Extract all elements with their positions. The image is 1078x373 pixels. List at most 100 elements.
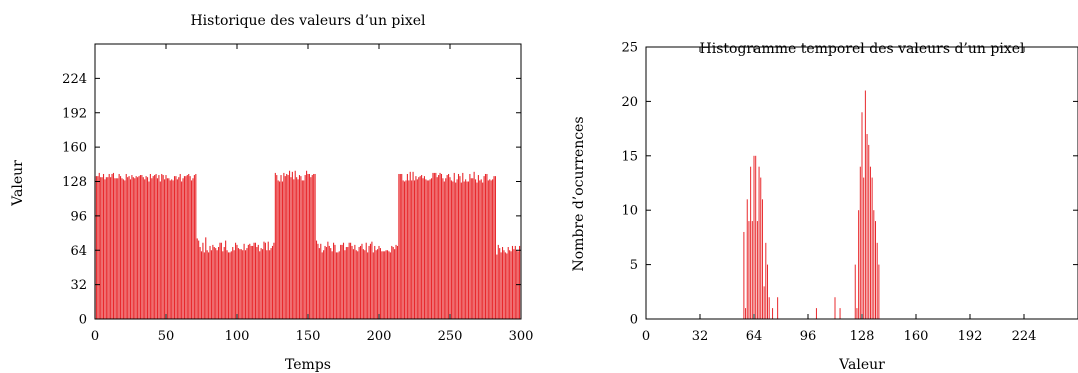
bar: [188, 173, 190, 319]
bar: [352, 249, 354, 319]
bar: [425, 179, 427, 319]
bar: [875, 221, 876, 319]
bar: [110, 177, 112, 319]
bar: [325, 247, 328, 319]
bar: [102, 173, 105, 319]
bar: [171, 179, 173, 319]
bar: [199, 247, 201, 319]
bar: [270, 248, 272, 319]
bar: [419, 176, 421, 319]
bar: [455, 182, 457, 319]
bar: [768, 297, 770, 319]
bar: [355, 250, 357, 319]
bar: [328, 245, 330, 319]
bar: [479, 180, 481, 319]
bar: [348, 242, 350, 319]
bar: [161, 173, 163, 319]
bar: [301, 180, 303, 319]
bar: [463, 181, 465, 319]
bar: [206, 250, 208, 319]
bar: [358, 247, 360, 319]
bar: [141, 175, 143, 319]
bar: [186, 175, 188, 319]
bar: [144, 179, 146, 319]
bar: [484, 173, 487, 319]
bar: [308, 173, 310, 319]
bar: [168, 178, 170, 319]
bar: [318, 248, 320, 319]
bar: [100, 177, 102, 319]
bar: [249, 243, 251, 319]
bar: [335, 252, 337, 319]
bar: [396, 245, 399, 319]
bar: [500, 252, 502, 319]
bar: [306, 170, 308, 319]
bar: [101, 177, 103, 319]
bar: [430, 178, 433, 319]
x-tick-label: 64: [746, 329, 763, 344]
bar: [755, 155, 757, 319]
histogram-plot-frame: [645, 46, 1078, 320]
histogram-x-axis-label: Valeur: [838, 357, 885, 373]
x-tick-label: 250: [438, 329, 463, 344]
bar: [172, 180, 174, 319]
x-tick-label: 128: [850, 329, 875, 344]
bar: [304, 175, 306, 319]
bar: [182, 178, 184, 319]
bar: [128, 176, 130, 319]
bar: [291, 171, 293, 319]
bar: [449, 177, 451, 319]
bar: [315, 240, 318, 319]
x-tick-label: 0: [91, 329, 99, 344]
bar: [135, 176, 137, 319]
bar: [839, 308, 841, 319]
bar: [290, 177, 292, 319]
bar: [122, 179, 124, 319]
bar: [435, 172, 437, 319]
bar: [151, 178, 153, 319]
histogram-y-axis-label: Nombre d’ocurrences: [571, 116, 587, 271]
bar: [191, 180, 193, 319]
bar: [379, 248, 381, 319]
bar: [350, 242, 352, 319]
bar: [364, 250, 366, 319]
bar: [405, 180, 407, 319]
history-plot-frame: [94, 43, 522, 320]
bar: [438, 175, 440, 319]
bar: [105, 177, 107, 319]
bar: [442, 178, 444, 319]
bar: [281, 181, 283, 319]
bar: [748, 221, 750, 319]
bar: [395, 244, 397, 319]
bar: [439, 172, 441, 319]
bar: [138, 176, 140, 319]
bar: [242, 250, 244, 319]
bar: [131, 175, 133, 319]
bar: [344, 250, 346, 319]
bar: [457, 173, 460, 319]
bar: [146, 177, 149, 319]
bar: [480, 179, 482, 319]
bar: [252, 245, 254, 319]
bar: [247, 244, 249, 319]
bar: [517, 251, 519, 319]
bar: [196, 238, 198, 319]
bar: [361, 243, 363, 319]
bar: [459, 176, 461, 319]
bar: [156, 178, 159, 319]
bar: [158, 175, 160, 319]
y-tick-label: 224: [62, 72, 87, 87]
bar: [246, 248, 248, 319]
bar: [878, 264, 880, 319]
bar: [866, 134, 868, 319]
bar: [117, 178, 119, 319]
bar: [519, 245, 521, 319]
bar: [854, 264, 856, 319]
bar: [351, 245, 353, 319]
bar: [497, 244, 499, 319]
bar: [416, 179, 418, 319]
bar: [415, 176, 417, 319]
x-tick-label: 160: [904, 329, 929, 344]
bar: [494, 176, 496, 319]
